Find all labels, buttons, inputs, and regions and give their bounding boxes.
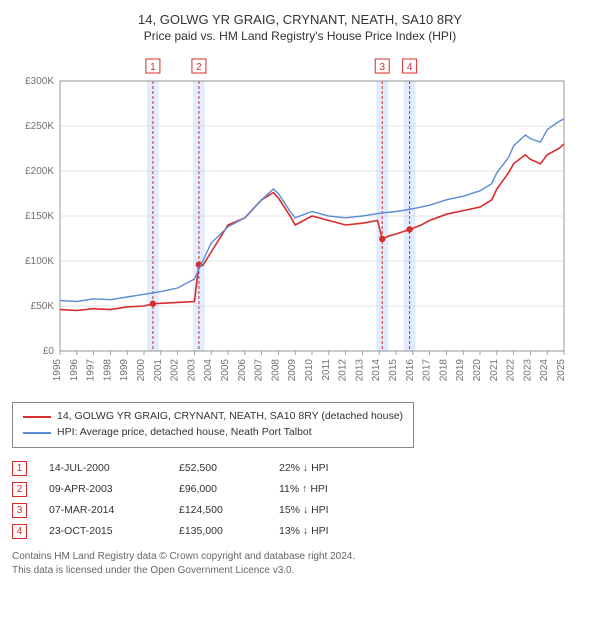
svg-text:1: 1	[150, 62, 156, 73]
legend-row-1: 14, GOLWG YR GRAIG, CRYNANT, NEATH, SA10…	[23, 409, 403, 425]
svg-text:2009: 2009	[287, 359, 298, 382]
svg-text:£250K: £250K	[25, 121, 54, 132]
legend-label-1: 14, GOLWG YR GRAIG, CRYNANT, NEATH, SA10…	[57, 409, 403, 425]
txn-date: 14-JUL-2000	[49, 462, 179, 474]
svg-text:2020: 2020	[472, 359, 483, 382]
svg-text:3: 3	[379, 62, 385, 73]
svg-text:1998: 1998	[102, 359, 113, 382]
svg-text:4: 4	[407, 62, 413, 73]
svg-text:2024: 2024	[539, 359, 550, 382]
svg-text:2022: 2022	[506, 359, 517, 382]
txn-price: £124,500	[179, 504, 279, 516]
legend-row-2: HPI: Average price, detached house, Neat…	[23, 425, 403, 441]
svg-text:£150K: £150K	[25, 211, 54, 222]
txn-date: 07-MAR-2014	[49, 504, 179, 516]
legend-swatch-2	[23, 432, 51, 434]
table-row: 3 07-MAR-2014 £124,500 15% ↓ HPI	[12, 500, 588, 521]
txn-price: £96,000	[179, 483, 279, 495]
chart-area: 1 2 3 4 £0 £50K £100K £150K £200K £250K £300K 1995 1…	[12, 51, 588, 394]
footer-line-1: Contains HM Land Registry data © Crown c…	[12, 550, 588, 564]
footer: Contains HM Land Registry data © Crown c…	[12, 550, 588, 578]
marker-badge: 2	[12, 482, 27, 497]
svg-text:2003: 2003	[186, 359, 197, 382]
txn-pct: 22% ↓ HPI	[279, 462, 389, 474]
svg-text:1999: 1999	[119, 359, 130, 382]
marker-badge: 4	[12, 524, 27, 539]
svg-text:2010: 2010	[304, 359, 315, 382]
svg-text:2015: 2015	[388, 359, 399, 382]
svg-text:2014: 2014	[371, 359, 382, 382]
svg-text:2012: 2012	[338, 359, 349, 382]
svg-text:2025: 2025	[556, 359, 567, 382]
svg-text:2021: 2021	[489, 359, 500, 382]
txn-pct: 11% ↑ HPI	[279, 483, 389, 495]
txn-pct: 13% ↓ HPI	[279, 525, 389, 537]
txn-price: £135,000	[179, 525, 279, 537]
txn-date: 09-APR-2003	[49, 483, 179, 495]
svg-text:2013: 2013	[354, 359, 365, 382]
svg-text:2006: 2006	[237, 359, 248, 382]
transactions-table: 1 14-JUL-2000 £52,500 22% ↓ HPI 2 09-APR…	[12, 458, 588, 542]
svg-text:£100K: £100K	[25, 256, 54, 267]
txn-pct: 15% ↓ HPI	[279, 504, 389, 516]
svg-text:2008: 2008	[270, 359, 281, 382]
table-row: 1 14-JUL-2000 £52,500 22% ↓ HPI	[12, 458, 588, 479]
marker-badge: 3	[12, 503, 27, 518]
chart-subtitle: Price paid vs. HM Land Registry's House …	[12, 29, 588, 43]
legend-swatch-1	[23, 416, 51, 418]
svg-text:1995: 1995	[52, 359, 63, 382]
txn-date: 23-OCT-2015	[49, 525, 179, 537]
legend-label-2: HPI: Average price, detached house, Neat…	[57, 425, 312, 441]
svg-text:2017: 2017	[422, 359, 433, 382]
svg-text:£50K: £50K	[31, 301, 55, 312]
svg-text:1996: 1996	[69, 359, 80, 382]
table-row: 2 09-APR-2003 £96,000 11% ↑ HPI	[12, 479, 588, 500]
svg-text:2001: 2001	[153, 359, 164, 382]
svg-text:1997: 1997	[86, 359, 97, 382]
legend: 14, GOLWG YR GRAIG, CRYNANT, NEATH, SA10…	[12, 402, 414, 448]
marker-badge: 1	[12, 461, 27, 476]
svg-text:2005: 2005	[220, 359, 231, 382]
svg-text:2007: 2007	[254, 359, 265, 382]
svg-text:2019: 2019	[455, 359, 466, 382]
svg-text:2023: 2023	[522, 359, 533, 382]
svg-text:2016: 2016	[405, 359, 416, 382]
svg-text:2002: 2002	[170, 359, 181, 382]
table-row: 4 23-OCT-2015 £135,000 13% ↓ HPI	[12, 521, 588, 542]
svg-text:£0: £0	[43, 346, 55, 357]
chart-title: 14, GOLWG YR GRAIG, CRYNANT, NEATH, SA10…	[12, 12, 588, 27]
svg-text:2000: 2000	[136, 359, 147, 382]
svg-text:2: 2	[196, 62, 202, 73]
txn-price: £52,500	[179, 462, 279, 474]
svg-text:2018: 2018	[438, 359, 449, 382]
svg-text:2004: 2004	[203, 359, 214, 382]
svg-text:£200K: £200K	[25, 166, 54, 177]
svg-text:2011: 2011	[321, 359, 332, 381]
footer-line-2: This data is licensed under the Open Gov…	[12, 564, 588, 578]
line-chart-svg: 1 2 3 4 £0 £50K £100K £150K £200K £250K £300K 1995 1…	[12, 51, 572, 391]
svg-text:£300K: £300K	[25, 76, 54, 87]
